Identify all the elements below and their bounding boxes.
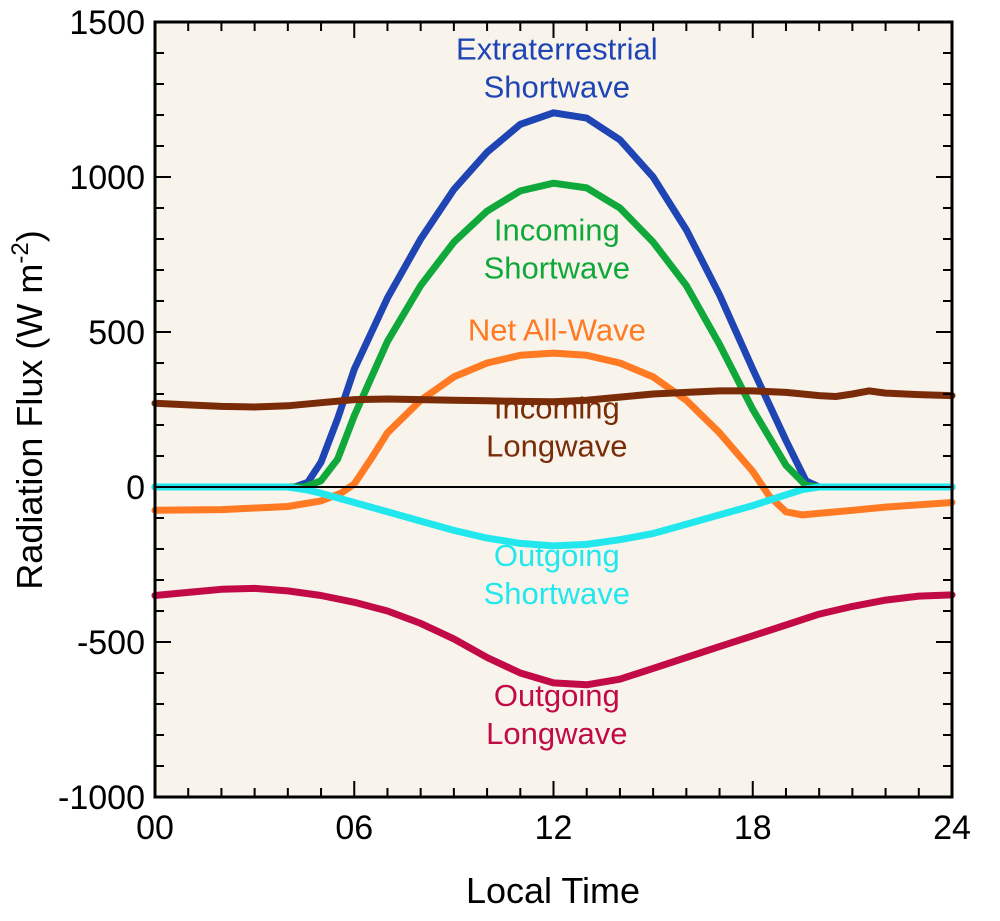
series-line-outgoing-shortwave [151,483,956,550]
y-axis-title-main: Radiation Flux (W m [9,264,50,590]
series-label-outgoing-shortwave: Outgoing [494,538,620,573]
series-label-outgoing-longwave: Outgoing [494,678,620,713]
y-axis-title-superscript: -2 [7,242,34,263]
series-label-outgoing-shortwave: Shortwave [484,576,630,611]
x-tick-label: 12 [535,809,573,847]
series-label-incoming-longwave: Longwave [486,429,627,464]
y-tick-label: -1000 [58,779,145,817]
series-label-outgoing-longwave: Longwave [486,716,627,751]
y-tick-label: 500 [88,314,145,352]
series-line-net-all-wave [151,349,956,519]
series-label-incoming-longwave: Incoming [494,391,620,426]
x-tick-label: 18 [734,809,772,847]
series-label-extraterrestrial-shortwave: Shortwave [484,70,630,105]
y-tick-label: 1500 [69,4,145,42]
series-line-outgoing-longwave [151,584,956,689]
series-layer [151,109,956,689]
y-axis-title: Radiation Flux (W m-2) [7,230,50,589]
series-label-incoming-shortwave: Incoming [494,212,620,247]
y-tick-label: -500 [77,624,145,662]
x-tick-label: 00 [136,809,174,847]
plot-background [155,22,952,797]
x-axis-title: Local Time [466,870,640,911]
series-line-incoming-shortwave [151,179,956,491]
series-label-extraterrestrial-shortwave: Extraterrestrial [456,32,658,67]
y-tick-label: 0 [126,469,145,507]
series-label-net-all-wave: Net All-Wave [468,313,646,348]
x-tick-label: 06 [335,809,373,847]
y-tick-label: 1000 [69,159,145,197]
y-axis-title-close: ) [9,230,50,242]
x-tick-label: 24 [933,809,971,847]
series-line-incoming-longwave [151,387,956,411]
series-line-extraterrestrial-shortwave [151,109,956,491]
series-labels: ExtraterrestrialShortwaveIncomingShortwa… [456,32,658,751]
series-label-incoming-shortwave: Shortwave [484,250,630,285]
